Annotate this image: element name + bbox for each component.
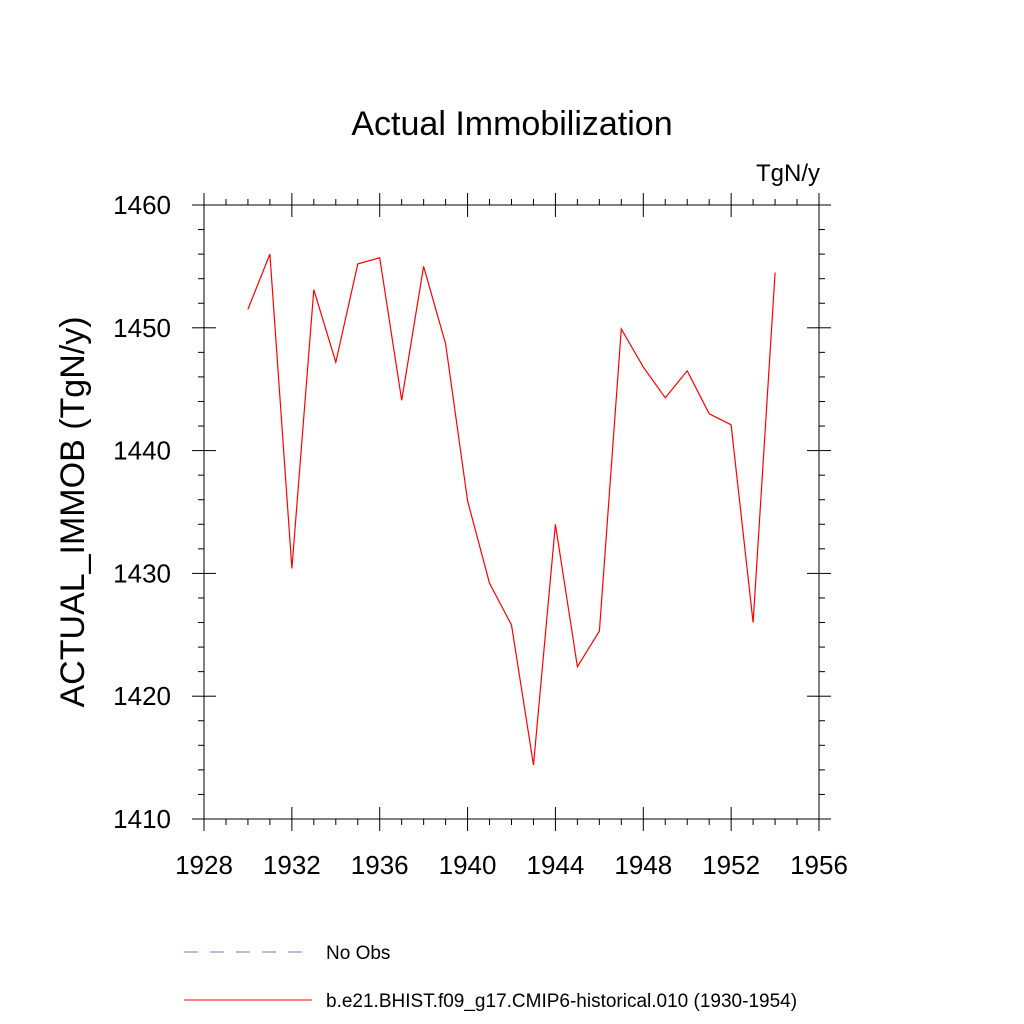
x-tick-label: 1940 [439,850,497,880]
series-line-0 [247,253,776,766]
plot-frame [203,204,820,820]
x-tick-label: 1944 [527,850,585,880]
y-tick-label: 1460 [113,190,171,220]
y-tick-label: 1420 [113,681,171,711]
y-tick-label: 1440 [113,436,171,466]
x-tick-label: 1952 [702,850,760,880]
legend: No Obs b.e21.BHIST.f09_g17.CMIP6-historic… [184,943,797,1012]
y-axis-label: ACTUAL_IMMOB (TgN/y) [54,316,92,707]
y-tick-label: 1450 [113,313,171,343]
legend-label-0: No Obs [326,943,390,964]
y-tick-label: 1410 [113,804,171,834]
x-tick-label: 1956 [790,850,848,880]
axis-ticks: 1928 1932 1936 1940 1944 1948 1952 1956 1410 1420… [113,190,848,880]
x-tick-label: 1936 [351,850,409,880]
y-tick-label: 1430 [113,558,171,588]
legend-label-1: b.e21.BHIST.f09_g17.CMIP6-historical.010… [326,991,797,1012]
chart-title: Actual Immobilization [351,105,672,143]
x-tick-label: 1928 [175,850,233,880]
x-tick-label: 1932 [263,850,321,880]
series-lines [247,253,776,766]
x-tick-label: 1948 [614,850,672,880]
units-label: TgN/y [756,160,820,187]
